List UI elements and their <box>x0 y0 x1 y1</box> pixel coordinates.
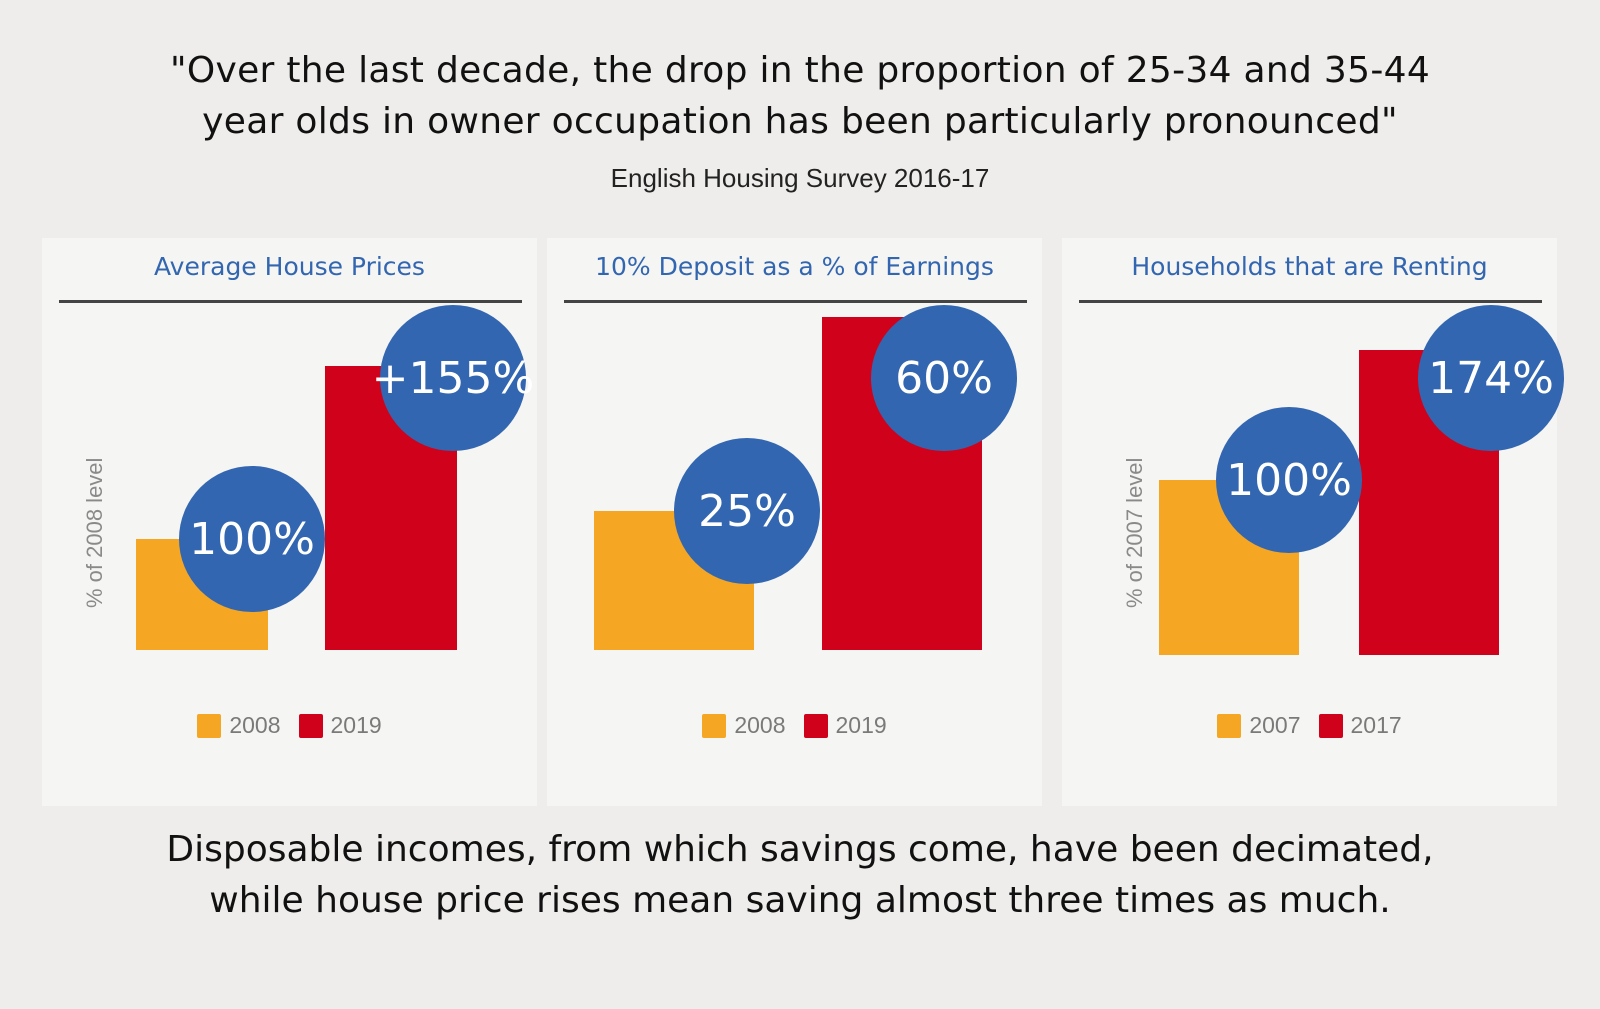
legend-item-2017: 2017 <box>1318 712 1402 739</box>
legend-label: 2008 <box>229 712 281 738</box>
quote-line-1: "Over the last decade, the drop in the p… <box>169 50 1431 91</box>
chart-title: Households that are Renting <box>1131 252 1488 281</box>
legend: 2007 2017 <box>1062 712 1557 739</box>
title-divider <box>564 300 1027 303</box>
legend-item-2007: 2007 <box>1217 712 1301 739</box>
data-label-2007: 100% <box>1216 407 1362 553</box>
legend-swatch-2019 <box>298 713 323 738</box>
chart-panel-deposit: 10% Deposit as a % of Earnings 25% 60% 2… <box>547 238 1042 806</box>
legend-label: 2019 <box>330 712 382 738</box>
legend-label: 2007 <box>1249 712 1301 738</box>
chart-title: Average House Prices <box>154 252 425 281</box>
legend-swatch-2008 <box>197 713 222 738</box>
footer-line-2: while house price rises mean saving almo… <box>209 880 1391 921</box>
legend-label: 2008 <box>734 712 786 738</box>
title-divider <box>59 300 522 303</box>
data-label-2008: 25% <box>674 438 820 584</box>
legend-item-2008: 2008 <box>197 712 281 739</box>
data-label-2019: +155% <box>372 305 534 451</box>
chart-panel-renting: Households that are Renting % of 2007 le… <box>1062 238 1564 806</box>
title-divider <box>1079 300 1542 303</box>
legend: 2008 2019 <box>547 712 1042 739</box>
legend-swatch-2019 <box>803 713 828 738</box>
legend-swatch-2008 <box>702 713 727 738</box>
quote-line-2: year olds in owner occupation has been p… <box>202 101 1398 142</box>
data-label-2008: 100% <box>179 466 325 612</box>
y-axis-label: % of 2007 level <box>1122 457 1147 608</box>
y-axis-label: % of 2008 level <box>82 457 107 608</box>
chart-title: 10% Deposit as a % of Earnings <box>595 252 994 281</box>
chart-panel-house-prices: Average House Prices % of 2008 level 100… <box>42 238 537 806</box>
data-label-2017: 174% <box>1418 305 1564 451</box>
legend-swatch-2007 <box>1217 713 1242 738</box>
legend-item-2019: 2019 <box>803 712 887 739</box>
legend: 2008 2019 <box>42 712 537 739</box>
legend-label: 2017 <box>1350 712 1402 738</box>
data-label-2019: 60% <box>871 305 1017 451</box>
footer-line-1: Disposable incomes, from which savings c… <box>166 829 1434 870</box>
legend-swatch-2017 <box>1318 713 1343 738</box>
legend-item-2008: 2008 <box>702 712 786 739</box>
legend-item-2019: 2019 <box>298 712 382 739</box>
legend-label: 2019 <box>835 712 887 738</box>
quote-source: English Housing Survey 2016-17 <box>610 163 990 193</box>
